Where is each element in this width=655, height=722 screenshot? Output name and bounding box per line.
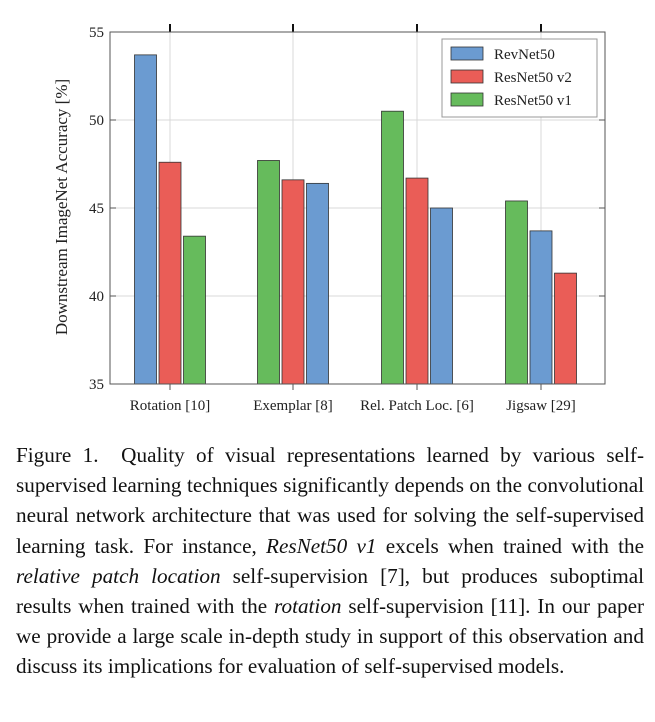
x-tick-label: Rotation [10] — [130, 398, 210, 414]
legend-swatch — [450, 69, 484, 84]
bar-resnet50-v2 — [405, 177, 429, 385]
y-tick-label: 50 — [89, 113, 104, 129]
bar-resnet50-v1 — [183, 235, 206, 385]
y-tick-label: 45 — [89, 201, 104, 217]
caption-emphasis-2: relative patch location — [16, 563, 221, 588]
x-tick-label: Exemplar [8] — [253, 398, 333, 414]
caption-text-3: self-supervision [7], but produces subop… — [16, 563, 644, 619]
bar-resnet50-v2 — [554, 272, 577, 385]
caption-text-4: self-supervision [11]. In our paper we p… — [16, 594, 645, 679]
y-tick-label: 40 — [89, 289, 104, 305]
y-tick-label: 55 — [89, 25, 104, 41]
legend-label: ResNet50 v2 — [494, 70, 572, 86]
axes: 35 40 45 50 55 Rotation [10] Exemplar [8] Rel. … — [89, 24, 606, 414]
bar-resnet50-v1 — [505, 200, 528, 385]
figure-caption: Figure 1. Quality of visual representati… — [16, 440, 644, 682]
caption-text-1: Quality of visual representations learne… — [16, 443, 644, 558]
bar-resnet50-v2 — [158, 161, 182, 385]
x-tick-label: Jigsaw [29] — [506, 398, 576, 414]
y-axis-label: Downstream ImageNet Accuracy [%] — [52, 79, 71, 335]
bar-resnet50-v2 — [281, 179, 305, 385]
bar-chart: 35 40 45 50 55 Rotation [10] Exemplar [8] Rel. … — [52, 24, 606, 414]
caption-text-2: excels when trained with the — [385, 533, 645, 558]
bar-resnet50-v1 — [257, 160, 280, 385]
y-tick-label: 35 — [89, 377, 104, 393]
caption-emphasis-1: ResNet50 v1 — [266, 533, 377, 558]
legend-swatch — [450, 46, 484, 61]
x-tick-label: Rel. Patch Loc. [6] — [360, 398, 474, 414]
legend-label: ResNet50 v1 — [494, 93, 572, 109]
bar-revnet50 — [306, 182, 329, 385]
bar-revnet50 — [529, 230, 553, 385]
bar-revnet50 — [134, 54, 157, 385]
bar-revnet50 — [430, 207, 453, 385]
legend-swatch — [450, 92, 484, 107]
caption-label: Figure 1. — [16, 443, 99, 467]
bar-resnet50-v1 — [381, 110, 404, 385]
caption-emphasis-3: rotation — [274, 594, 342, 619]
legend: RevNet50 ResNet50 v2 ResNet50 v1 — [441, 38, 598, 118]
bars — [134, 54, 577, 385]
plot-frame — [109, 31, 606, 385]
legend-label: RevNet50 — [494, 47, 555, 63]
